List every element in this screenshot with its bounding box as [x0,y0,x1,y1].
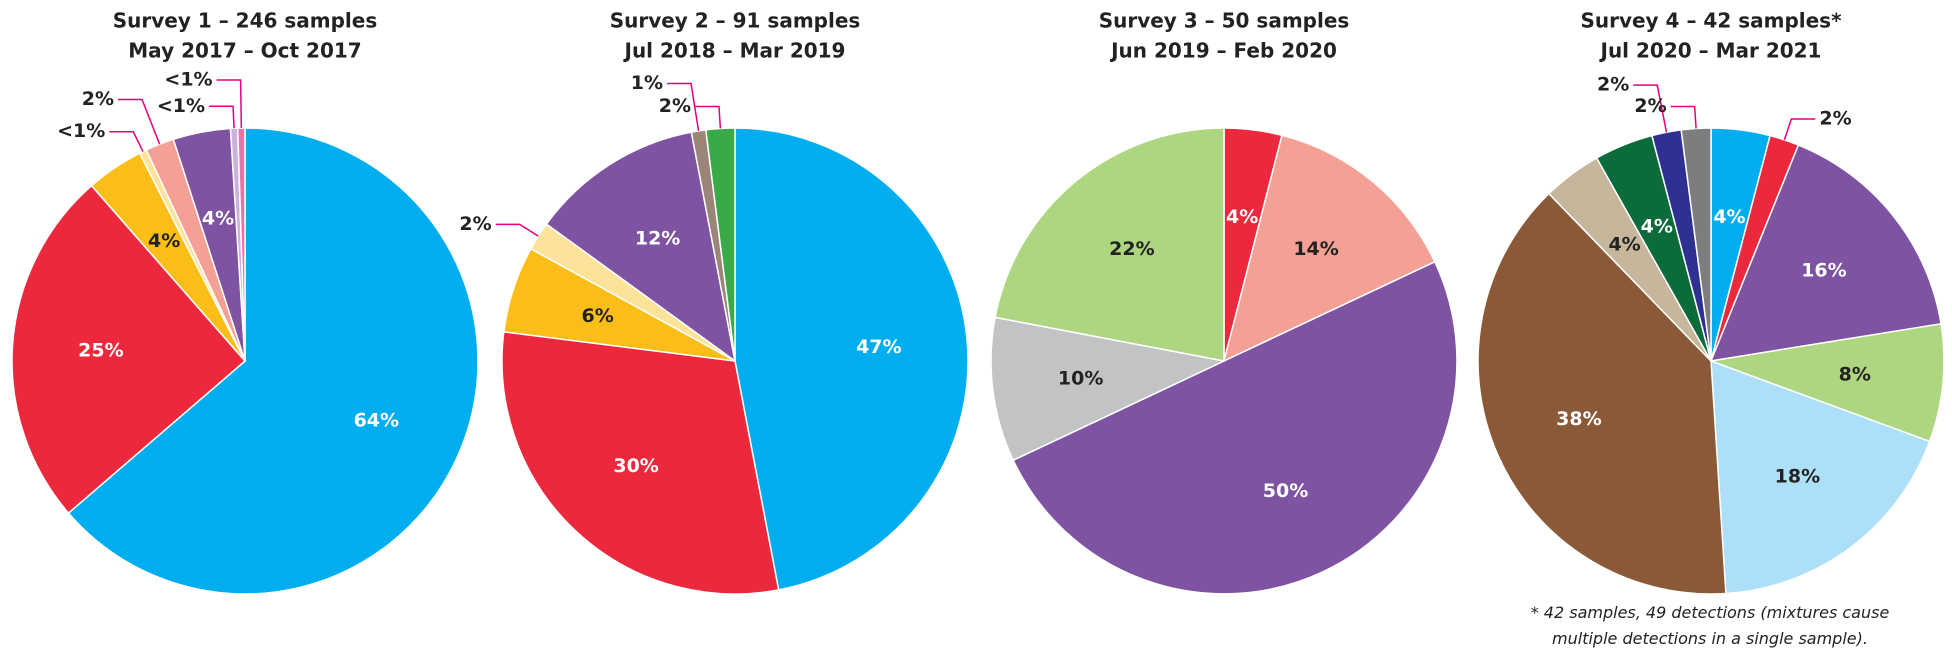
chart-title: Survey 2 – 91 samples [610,9,861,33]
data-label: 1% [631,72,663,94]
chart-subtitle: May 2017 – Oct 2017 [128,39,361,63]
leader-line [118,98,161,145]
leader-line [109,130,144,152]
leader-line [694,105,722,129]
data-label: 10% [1058,368,1103,390]
leader-line [1670,105,1697,129]
data-label: 4% [148,230,180,252]
pie-slice [1222,134,1436,363]
leader-line [495,223,539,237]
data-label: 4% [1641,216,1673,238]
data-label: 47% [856,336,901,358]
pie-slice [994,127,1225,362]
data-label: 2% [459,213,491,235]
pie-slice [545,131,737,363]
data-label: 16% [1801,259,1846,281]
pie-slice [236,127,246,362]
data-label: 38% [1556,408,1601,430]
pie-slice [1710,359,1931,595]
pie-slice [1708,322,1945,443]
pie-slice [1709,144,1942,362]
leader-line [1633,84,1668,133]
data-label: 8% [1839,363,1871,385]
data-label: 4% [1226,206,1258,228]
data-label: 4% [202,208,234,230]
data-label: <1% [157,95,205,117]
data-label: <1% [164,69,212,91]
pie-slice [990,316,1227,462]
chart-subtitle: Jul 2018 – Mar 2019 [623,39,846,63]
pie-slice [734,127,969,591]
pie-slice [1013,262,1457,594]
footnote: * 42 samples, 49 detections (mixtures ca… [1530,603,1890,648]
chart-subtitle: Jun 2019 – Feb 2020 [1109,39,1337,63]
pie-slice [67,127,479,595]
chart-title: Survey 4 – 42 samples* [1580,9,1842,33]
data-label: 50% [1263,480,1308,502]
leader-line [209,105,235,129]
chart-subtitle: Jul 2020 – Mar 2021 [1599,39,1822,63]
pie-slice [11,184,247,515]
chart-title: Survey 1 – 246 samples [113,9,378,33]
data-label: 4% [1608,234,1640,256]
data-label: 2% [1597,74,1629,96]
leader-line [667,82,700,131]
data-label: 2% [82,88,114,110]
data-label: 2% [1634,95,1666,117]
data-label: 12% [635,228,680,250]
data-label: 30% [613,455,658,477]
data-label: 6% [581,305,613,327]
data-label: 2% [1819,107,1851,129]
data-label: 22% [1109,238,1154,260]
data-label: 4% [1713,206,1745,228]
data-label: 25% [78,339,123,361]
leader-line [1783,118,1816,141]
data-label: 18% [1775,465,1820,487]
pie-slice [501,330,780,595]
pie-slice [1477,192,1727,595]
data-label: 14% [1293,238,1338,260]
data-label: <1% [57,120,105,142]
data-label: 2% [659,95,691,117]
chart-title: Survey 3 – 50 samples [1099,9,1350,33]
data-label: 64% [354,410,399,432]
leader-line [216,79,243,129]
